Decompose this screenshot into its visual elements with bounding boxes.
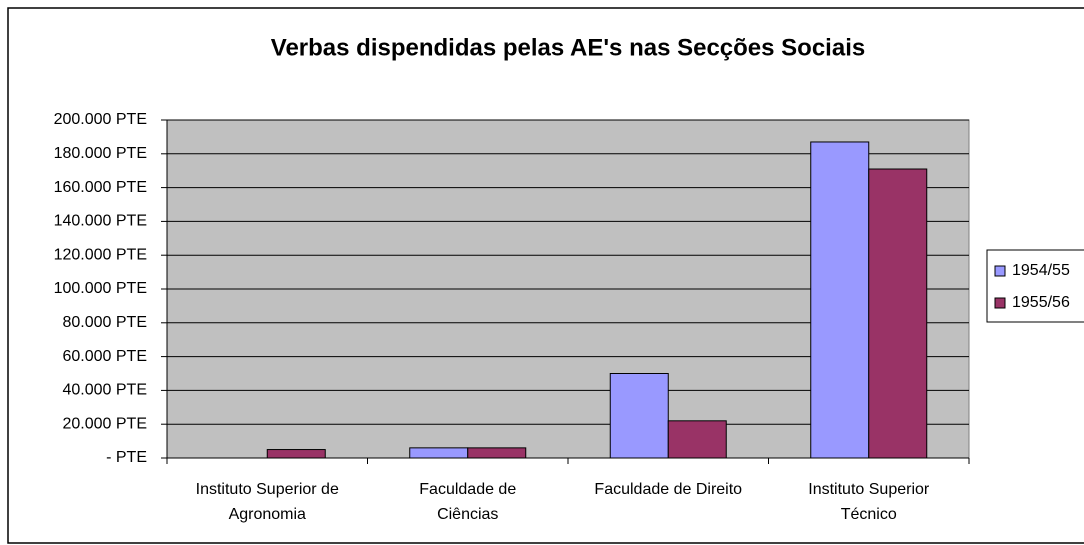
- y-tick-label: - PTE: [106, 449, 147, 466]
- x-tick-label: Agronomia: [229, 506, 306, 523]
- y-tick-label: 20.000 PTE: [63, 415, 148, 432]
- y-tick-label: 60.000 PTE: [63, 348, 148, 365]
- y-tick-label: 120.000 PTE: [54, 246, 147, 263]
- legend-swatch: [994, 265, 1006, 277]
- x-tick-label: Faculdade de Direito: [594, 481, 742, 498]
- bar: [409, 447, 469, 459]
- y-tick-label: 140.000 PTE: [54, 213, 147, 230]
- bar: [868, 168, 928, 459]
- bar: [667, 420, 727, 459]
- y-tick-label: 160.000 PTE: [54, 179, 147, 196]
- y-tick-label: 40.000 PTE: [63, 382, 148, 399]
- bar: [467, 447, 527, 459]
- bar: [609, 373, 669, 459]
- legend-label: 1954/55: [1012, 262, 1070, 279]
- x-tick-label: Ciências: [437, 506, 498, 523]
- y-tick-label: 200.000 PTE: [54, 111, 147, 128]
- x-tick-label: Técnico: [841, 506, 897, 523]
- chart-title: Verbas dispendidas pelas AE's nas Secçõe…: [271, 34, 865, 61]
- x-tick-label: Instituto Superior: [808, 481, 930, 498]
- legend-box: [986, 249, 1084, 323]
- y-tick-label: 180.000 PTE: [54, 145, 147, 162]
- bar: [810, 141, 870, 459]
- y-tick-label: 100.000 PTE: [54, 280, 147, 297]
- legend-label: 1955/56: [1012, 294, 1070, 311]
- legend-swatch: [994, 297, 1006, 309]
- y-tick-label: 80.000 PTE: [63, 314, 148, 331]
- x-tick-label: Instituto Superior de: [196, 481, 339, 498]
- bar: [266, 449, 326, 459]
- x-tick-label: Faculdade de: [419, 481, 516, 498]
